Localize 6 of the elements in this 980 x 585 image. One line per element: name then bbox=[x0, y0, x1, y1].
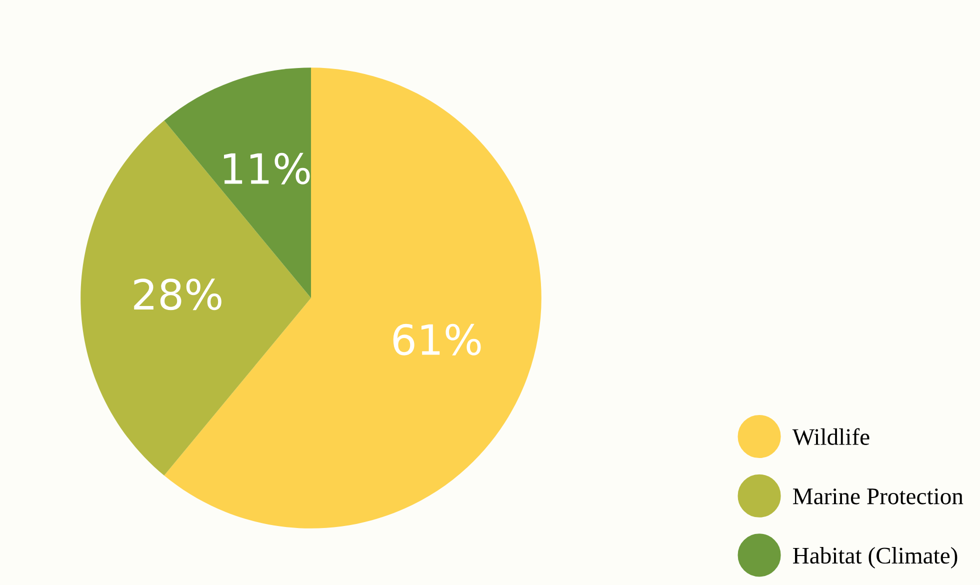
legend-label: Marine Protection bbox=[793, 488, 964, 504]
legend-label: Habitat (Climate) bbox=[793, 547, 958, 568]
data-label: 11% bbox=[224, 152, 310, 184]
data-label: 28% bbox=[134, 278, 222, 310]
data-label: 61% bbox=[393, 324, 481, 356]
legend-label: Wildlife bbox=[792, 428, 870, 446]
